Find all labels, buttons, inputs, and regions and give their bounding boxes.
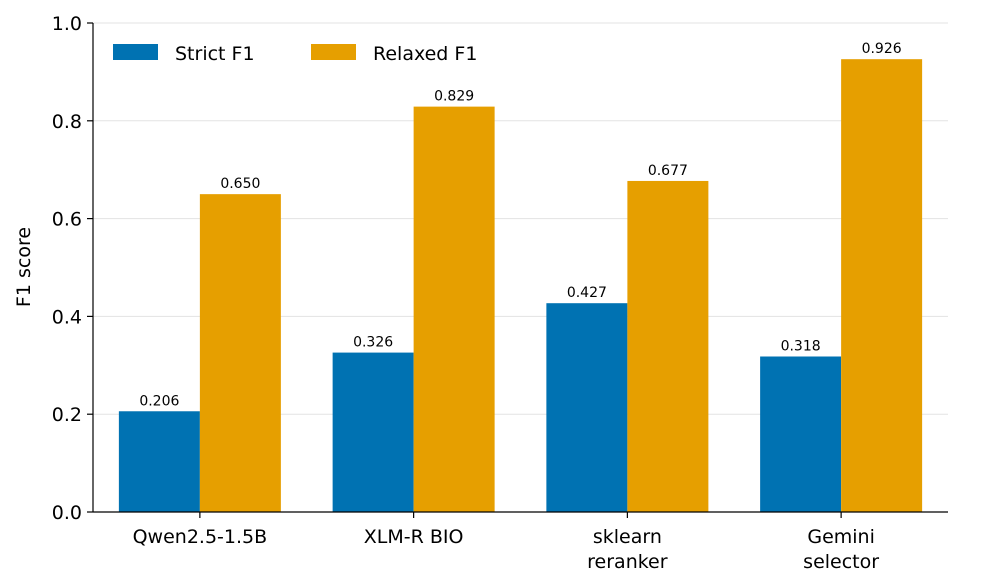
x-axis-ticks: Qwen2.5-1.5B XLM-R BIO sklearn reranker Gemi…	[133, 512, 879, 573]
bar-value-label: 0.926	[862, 41, 902, 57]
bar-value-labels: 0.206 0.326 0.427 0.318 0.650 0.829 0.677 0.926	[139, 41, 901, 409]
bar-value-label: 0.650	[220, 176, 260, 192]
bar-strict	[118, 411, 200, 512]
y-axis-label: F1 score	[13, 227, 35, 307]
y-tick-label: 0.8	[52, 111, 82, 133]
axes	[92, 23, 948, 513]
bar-value-label: 0.427	[567, 285, 607, 301]
legend-swatch-strict	[113, 44, 158, 60]
y-tick-label: 0.0	[52, 502, 82, 524]
y-tick-label: 1.0	[52, 13, 82, 35]
x-tick-label: selector	[803, 551, 879, 573]
x-tick-label: reranker	[587, 551, 668, 573]
bar-value-label: 0.206	[139, 393, 179, 409]
x-tick-label: sklearn	[593, 526, 662, 548]
y-tick-label: 0.6	[52, 209, 82, 231]
legend-swatch-relaxed	[311, 44, 356, 60]
bars	[118, 59, 923, 512]
bar-relaxed	[413, 106, 495, 512]
legend: Strict F1 Relaxed F1	[113, 43, 477, 65]
bar-relaxed	[199, 194, 281, 512]
bar-relaxed	[841, 59, 923, 512]
bar-relaxed	[627, 180, 709, 512]
bar-value-label: 0.318	[781, 338, 821, 354]
bar-strict	[760, 356, 842, 512]
bar-value-label: 0.326	[353, 335, 393, 351]
bar-value-label: 0.829	[434, 89, 474, 105]
bar-strict	[546, 303, 628, 512]
legend-label-relaxed: Relaxed F1	[373, 43, 477, 65]
y-tick-label: 0.4	[52, 306, 82, 328]
x-tick-label: Gemini	[807, 526, 875, 548]
bar-strict	[332, 352, 414, 512]
y-tick-label: 0.2	[52, 404, 82, 426]
legend-label-strict: Strict F1	[175, 43, 255, 65]
x-tick-label: Qwen2.5-1.5B	[133, 526, 268, 548]
x-tick-label: XLM-R BIO	[364, 526, 464, 548]
y-axis-ticks: 0.0 0.2 0.4 0.6 0.8 1.0	[52, 13, 93, 524]
bar-value-label: 0.677	[648, 163, 688, 179]
